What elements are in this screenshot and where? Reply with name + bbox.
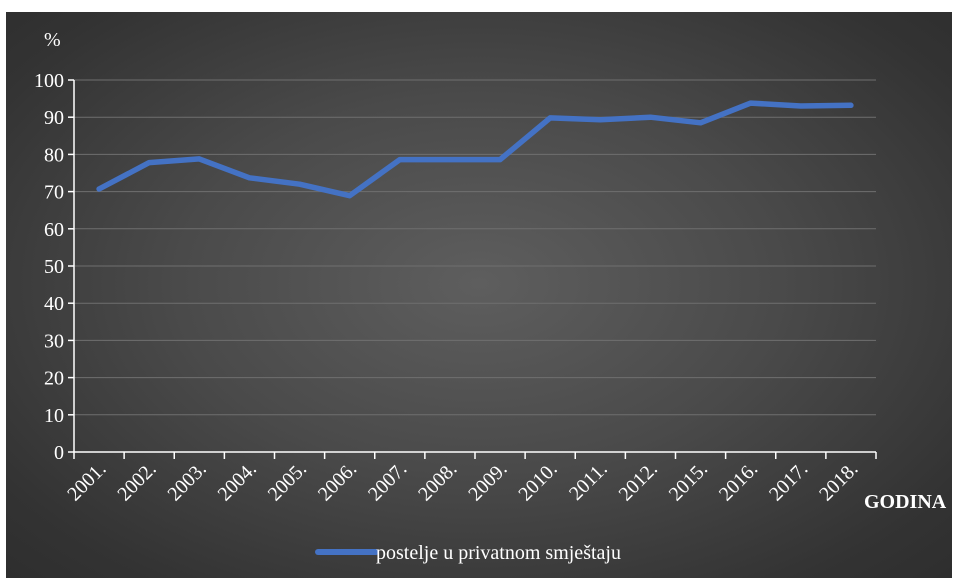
y-tick-label: 60 — [44, 219, 64, 241]
x-tick-label: 2009. — [464, 458, 511, 505]
y-tick-label: 50 — [44, 256, 64, 278]
y-tick-label: 40 — [44, 293, 64, 315]
gridlines — [74, 79, 876, 416]
x-tick-label: 2012. — [615, 458, 662, 505]
data-point — [347, 193, 353, 199]
axes — [68, 79, 877, 459]
x-tick-label: 2008. — [414, 458, 461, 505]
data-point — [196, 156, 202, 162]
data-point — [647, 114, 653, 120]
x-tick-label: 2017. — [765, 458, 812, 505]
x-tick-label: 2003. — [163, 458, 210, 505]
x-tick-label: 2002. — [113, 458, 160, 505]
y-axis-label: % — [44, 29, 61, 51]
x-tick-label: 2005. — [264, 458, 311, 505]
x-axis-label: GODINA — [864, 491, 947, 513]
y-tick-label: 10 — [44, 405, 64, 427]
y-tick-label: 0 — [54, 442, 64, 464]
x-tick-label: 2007. — [364, 458, 411, 505]
data-point — [447, 157, 453, 163]
data-point — [698, 120, 704, 126]
x-tick-label: 2015. — [665, 458, 712, 505]
data-point — [297, 181, 303, 187]
data-point — [497, 157, 503, 163]
x-tick-label: 2011. — [565, 458, 612, 505]
x-tick-label: 2010. — [514, 458, 561, 505]
data-point — [848, 102, 854, 108]
x-tick-label: 2004. — [214, 458, 261, 505]
x-tick-label: 2006. — [314, 458, 361, 505]
series-lines — [96, 100, 854, 199]
y-tick-label: 100 — [34, 70, 64, 92]
data-point — [597, 117, 603, 123]
series-line — [96, 100, 854, 199]
data-point — [547, 115, 553, 121]
x-tick-label: 2016. — [715, 458, 762, 505]
y-tick-labels: 0 10 20 30 40 50 60 70 80 90 100 — [34, 70, 64, 464]
data-point — [748, 100, 754, 106]
y-tick-label: 20 — [44, 368, 64, 390]
y-tick-label: 90 — [44, 107, 64, 129]
y-tick-label: 30 — [44, 330, 64, 352]
data-point — [798, 103, 804, 109]
data-point — [96, 186, 102, 192]
x-tick-label: 2018. — [815, 458, 862, 505]
data-point — [146, 160, 152, 166]
y-tick-label: 80 — [44, 144, 64, 166]
y-tick-label: 70 — [44, 182, 64, 204]
data-point — [397, 157, 403, 163]
chart-frame: 0 10 20 30 40 50 60 70 80 90 100 2001. 2002. 2003. 20… — [6, 12, 952, 578]
x-tick-label: 2001. — [63, 458, 110, 505]
data-point — [246, 175, 252, 181]
x-tick-labels: 2001. 2002. 2003. 2004. 2005. 2006. 2007. 2008.… — [63, 458, 862, 505]
legend: postelje u privatnom smještaju — [315, 542, 621, 564]
legend-label: postelje u privatnom smještaju — [376, 542, 621, 564]
